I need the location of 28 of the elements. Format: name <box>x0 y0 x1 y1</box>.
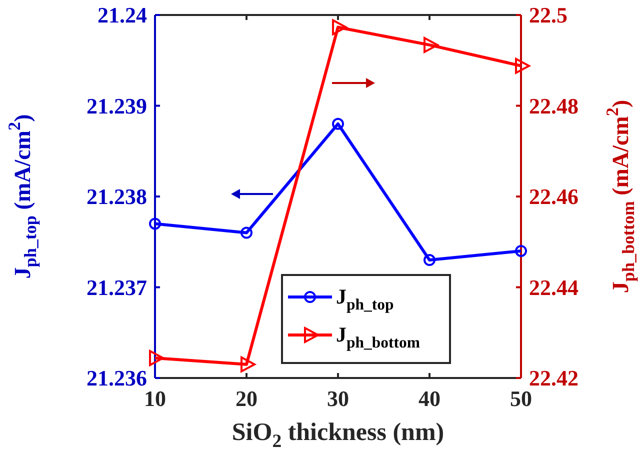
x-tick-label: 50 <box>510 386 532 411</box>
point <box>332 118 344 130</box>
y-tick-label: 21.24 <box>98 2 147 28</box>
point <box>515 58 530 74</box>
point <box>515 244 527 257</box>
y2-tick-label: 22.46 <box>529 184 578 210</box>
y-tick-label: 21.236 <box>86 366 147 391</box>
y-tick-label: 21.237 <box>86 274 147 300</box>
point <box>424 36 438 53</box>
x-axis-title: SiO$_{2}$ thickness (nm) <box>232 419 444 452</box>
point <box>424 254 436 266</box>
x-tick-label: 40 <box>418 386 440 411</box>
point <box>332 19 347 36</box>
point <box>240 226 252 239</box>
legend-label: J$_{ph_bottom}$ <box>336 322 420 351</box>
x-tick-label: 30 <box>327 386 349 411</box>
y-tick-label: 21.239 <box>86 93 147 118</box>
y2-tick-label: 22.42 <box>529 366 578 391</box>
y2-tick-label: 22.48 <box>529 93 578 118</box>
point <box>149 350 164 366</box>
y-tick-label: 21.238 <box>86 184 147 210</box>
x-tick-label: 10 <box>144 386 166 411</box>
point <box>240 356 256 372</box>
x-tick-label: 20 <box>236 386 258 411</box>
y2-tick-label: 22.5 <box>529 2 568 28</box>
y2-tick-label: 22.44 <box>529 274 578 300</box>
point <box>149 218 161 230</box>
legend-label: J$_{ph_top}$ <box>336 284 394 313</box>
